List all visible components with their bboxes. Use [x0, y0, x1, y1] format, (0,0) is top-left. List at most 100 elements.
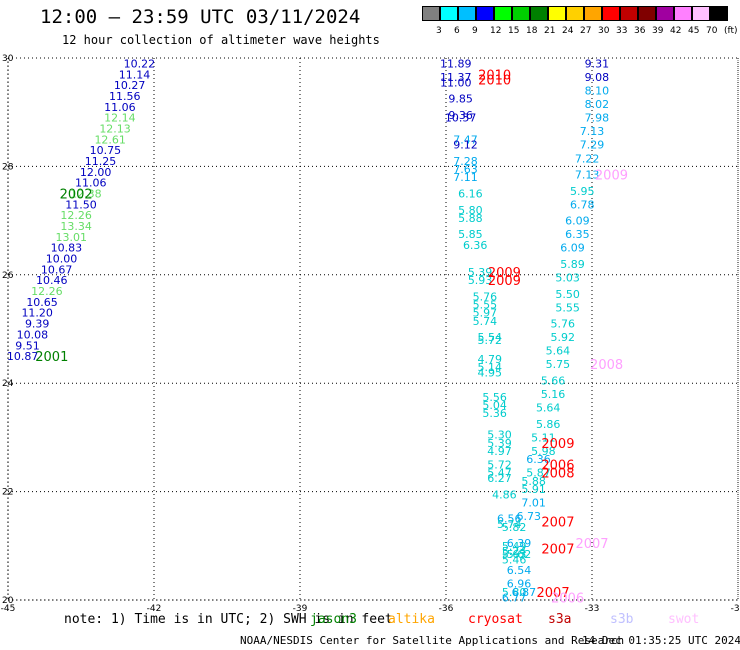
- colorbar-label: 30: [598, 26, 610, 36]
- wave-height-label: 6.78: [570, 198, 595, 211]
- wave-height-label: 5.74: [473, 315, 498, 328]
- wave-height-label: 10.65: [26, 296, 58, 309]
- wave-height-label: 10.57: [445, 112, 477, 125]
- wave-height-label: 5.36: [482, 407, 507, 420]
- wave-height-label: 11.06: [75, 177, 107, 190]
- credit-text: NOAA/NESDIS Center for Satellite Applica…: [240, 634, 625, 647]
- wave-height-label: 5.75: [546, 358, 571, 371]
- wave-height-label: 5.97: [473, 307, 498, 320]
- wave-height-label: 10.00: [46, 253, 78, 266]
- colorbar-swatch: [494, 6, 512, 21]
- x-tick-label: -33: [585, 604, 600, 612]
- colorbar-swatch: [602, 6, 620, 21]
- wave-height-chart: -45 -42 -39 -36 -33 -30 20 22 24 26 28 30 10.2211.14…: [1, 54, 740, 612]
- wave-height-label: 5.80: [458, 204, 483, 217]
- wave-height-label: 7.22: [575, 152, 600, 165]
- wave-height-label: 5.91: [521, 483, 546, 496]
- wave-height-label: 5.47: [487, 467, 512, 480]
- wave-height-label: 5.76: [473, 290, 498, 303]
- colorbar-label: 33: [616, 26, 628, 36]
- colorbar-label: 9: [472, 26, 478, 36]
- wave-height-label: 5.39: [487, 437, 512, 450]
- colorbar-label: 12: [490, 26, 502, 36]
- wave-height-label: 5.55: [473, 299, 498, 312]
- track-time-label: 2007: [541, 515, 574, 530]
- wave-height-label: 6.35: [565, 228, 590, 241]
- wave-height-label: 9.08: [585, 71, 610, 84]
- wave-height-label: 5.92: [551, 331, 576, 344]
- page-subtitle: 12 hour collection of altimeter wave hei…: [62, 33, 380, 47]
- track-time-label: 2009: [488, 274, 521, 289]
- wave-height-label: 4.97: [487, 445, 512, 458]
- wave-height-label: 6.87: [512, 586, 537, 599]
- colorbar-label: (ft): [724, 26, 738, 36]
- wave-height-label: 6.56: [497, 513, 522, 526]
- wave-height-label: 4.79: [478, 353, 503, 366]
- satellite-legend-item: s3b: [610, 612, 634, 627]
- wave-height-label: 5.86: [536, 418, 561, 431]
- wave-height-label: 5.14: [478, 361, 503, 374]
- track-time-label: 2009: [488, 266, 521, 281]
- wave-height-label: 5.03: [555, 272, 580, 285]
- wave-height-label: 11.20: [21, 307, 53, 320]
- wave-height-label: 7.63: [453, 163, 478, 176]
- wave-height-label: 5.93: [468, 274, 493, 287]
- wave-height-label: 5.76: [551, 318, 576, 331]
- colorbar-swatch: [548, 6, 566, 21]
- colorbar-legend: 3 6 9 12 15 18 21 24 27 30 33 36 39 42 45 70 (ft): [422, 4, 738, 36]
- wave-height-label: 11.06: [104, 101, 136, 114]
- y-tick-label: 28: [2, 162, 14, 172]
- wave-height-label: 5.80: [502, 586, 527, 599]
- wave-height-label: 4.95: [478, 366, 503, 379]
- wave-height-label: 9.51: [15, 339, 40, 352]
- wave-height-label: 5.30: [487, 429, 512, 442]
- wave-height-label: 10.46: [36, 274, 68, 287]
- wave-height-label: 6.36: [463, 239, 488, 252]
- wave-height-label: 5.04: [482, 399, 507, 412]
- wave-height-label: 5.11: [531, 431, 556, 444]
- track-time-label: 2002: [60, 188, 93, 203]
- wave-height-label: 5.88: [458, 212, 483, 225]
- colorbar-swatch: [674, 6, 692, 21]
- wave-height-label: 6.09: [565, 215, 590, 228]
- wave-height-label: 13.34: [60, 220, 92, 233]
- wave-height-label: 5.88: [521, 475, 546, 488]
- wave-height-label: 12.38: [70, 188, 102, 201]
- wave-height-label: 6.54: [507, 564, 532, 577]
- wave-height-label: 5.95: [570, 185, 595, 198]
- wave-height-label: 5.98: [531, 445, 556, 458]
- colorbar-label: 27: [580, 26, 592, 36]
- wave-height-label: 10.75: [90, 144, 122, 157]
- wave-height-label: 5.39: [468, 266, 493, 279]
- wave-height-label: 7.13: [580, 125, 605, 138]
- wave-height-label: 5.82: [502, 521, 527, 534]
- wave-height-label: 5.24: [502, 545, 527, 558]
- colorbar-label: 36: [634, 26, 646, 36]
- wave-height-label: 11.56: [109, 90, 141, 103]
- wave-height-label: 5.56: [482, 391, 507, 404]
- y-tick-label: 20: [2, 596, 14, 606]
- wave-height-label: 9.12: [453, 139, 478, 152]
- track-time-label: 2010: [478, 74, 511, 89]
- wave-height-label: 5.66: [541, 374, 566, 387]
- wave-height-label: 5.46: [502, 553, 527, 566]
- wave-height-label: 5.87: [526, 467, 551, 480]
- satellite-legend-item: s3a: [548, 612, 572, 627]
- track-time-label: 2006: [551, 591, 584, 606]
- colorbar-label: 70: [706, 26, 718, 36]
- colorbar-swatch: [512, 6, 530, 21]
- wave-height-label: 5.64: [546, 345, 571, 358]
- colorbar-swatch: [440, 6, 458, 21]
- track-time-label: 2007: [537, 586, 570, 601]
- wave-height-label: 9.85: [448, 93, 473, 106]
- wave-height-label: 8.10: [585, 85, 610, 98]
- wave-height-label: 10.22: [124, 57, 156, 70]
- colorbar-swatch: [638, 6, 656, 21]
- colorbar-label: 3: [436, 26, 442, 36]
- wave-height-label: 5.74: [497, 518, 522, 531]
- wave-height-label: 10.87: [7, 350, 39, 363]
- wave-height-label: 6.77: [502, 591, 527, 604]
- colorbar-label: 39: [652, 26, 664, 36]
- track-time-label: 2006: [541, 459, 574, 474]
- wave-height-label: 5.85: [458, 228, 483, 241]
